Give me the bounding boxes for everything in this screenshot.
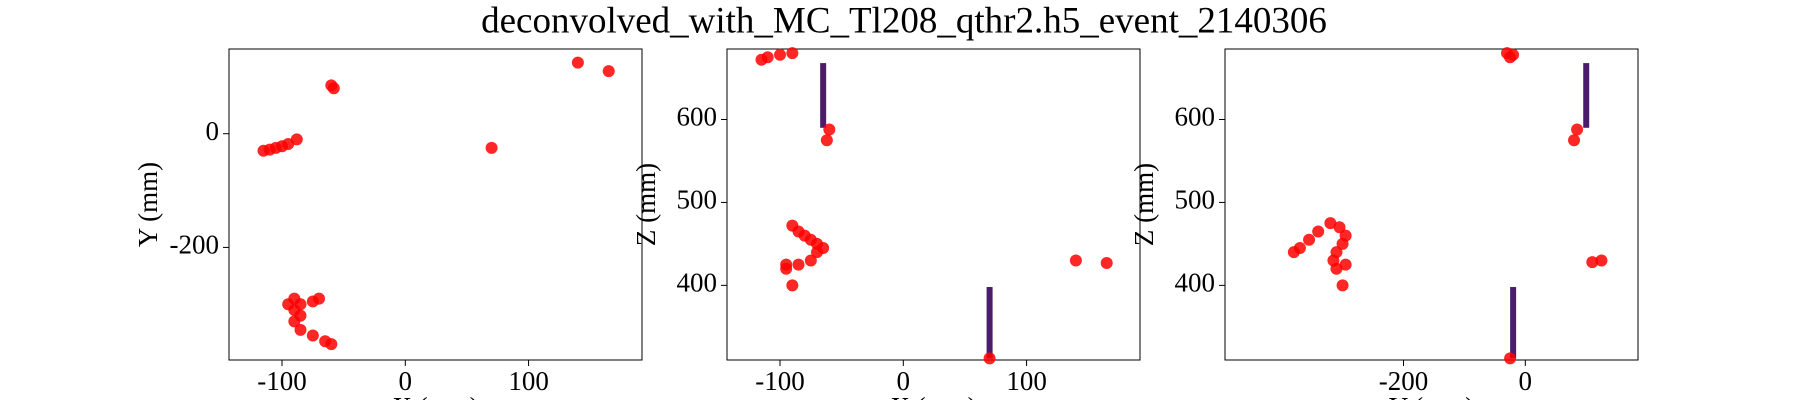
point (755, 53, 768, 66)
y-tick-label: 400 (677, 268, 718, 298)
bar (820, 63, 827, 128)
point (820, 134, 833, 147)
point (288, 315, 301, 328)
x-tick-label: -100 (755, 366, 805, 396)
point (786, 279, 799, 292)
x-tick-label: 100 (1006, 366, 1047, 396)
point (312, 292, 325, 305)
point (1333, 221, 1346, 234)
plot-frame (726, 48, 1141, 361)
point (294, 323, 307, 336)
plot-frame (228, 48, 643, 361)
point (1504, 352, 1517, 365)
x-axis-label: X (mm) (890, 392, 976, 400)
point (1069, 254, 1082, 267)
y-tick-label: 600 (677, 102, 718, 132)
y-tick-label: 0 (206, 116, 220, 146)
point (983, 352, 996, 365)
point (798, 229, 811, 242)
point (327, 82, 340, 95)
point (792, 258, 805, 271)
figure-title: deconvolved_with_MC_Tl208_qthr2.h5_event… (481, 0, 1327, 41)
y-axis-label: Z (mm) (631, 163, 661, 246)
point (1586, 256, 1599, 269)
point (1336, 279, 1349, 292)
plot-frame (1224, 48, 1639, 361)
y-tick-label: 500 (677, 185, 718, 215)
point (1100, 256, 1113, 269)
point (1303, 233, 1316, 246)
point (290, 133, 303, 146)
point (774, 48, 787, 61)
point (780, 258, 793, 271)
bar (1583, 63, 1590, 128)
point (1507, 48, 1520, 61)
bar (1510, 287, 1517, 359)
point (1330, 262, 1343, 275)
point (1324, 217, 1337, 230)
y-tick-label: 600 (1175, 102, 1216, 132)
y-tick-label: 500 (1175, 185, 1216, 215)
x-tick-label: -200 (1379, 366, 1429, 396)
point (786, 219, 799, 232)
bar (986, 287, 993, 359)
point (325, 338, 338, 351)
point (1312, 225, 1325, 238)
x-tick-label: 100 (508, 366, 549, 396)
point (1336, 237, 1349, 250)
x-axis-label: X (mm) (392, 392, 478, 400)
point (1595, 254, 1608, 267)
y-tick-label: -200 (170, 230, 220, 260)
y-tick-label: 400 (1175, 268, 1216, 298)
x-tick-label: 0 (897, 366, 911, 396)
point (1339, 258, 1352, 271)
point (1293, 242, 1306, 255)
point (571, 56, 584, 69)
x-axis-label: Y (mm) (1389, 392, 1474, 400)
point (485, 141, 498, 154)
point (810, 237, 823, 250)
point (823, 123, 836, 136)
y-axis-label: Z (mm) (1129, 163, 1159, 246)
point (1568, 134, 1581, 147)
point (288, 292, 301, 305)
point (602, 65, 615, 78)
x-tick-label: 0 (399, 366, 413, 396)
x-tick-label: 0 (1519, 366, 1533, 396)
point (306, 329, 319, 342)
point (786, 47, 799, 60)
y-axis-label: Y (mm) (133, 162, 163, 247)
point (804, 254, 817, 267)
point (1571, 123, 1584, 136)
x-tick-label: -100 (257, 366, 307, 396)
